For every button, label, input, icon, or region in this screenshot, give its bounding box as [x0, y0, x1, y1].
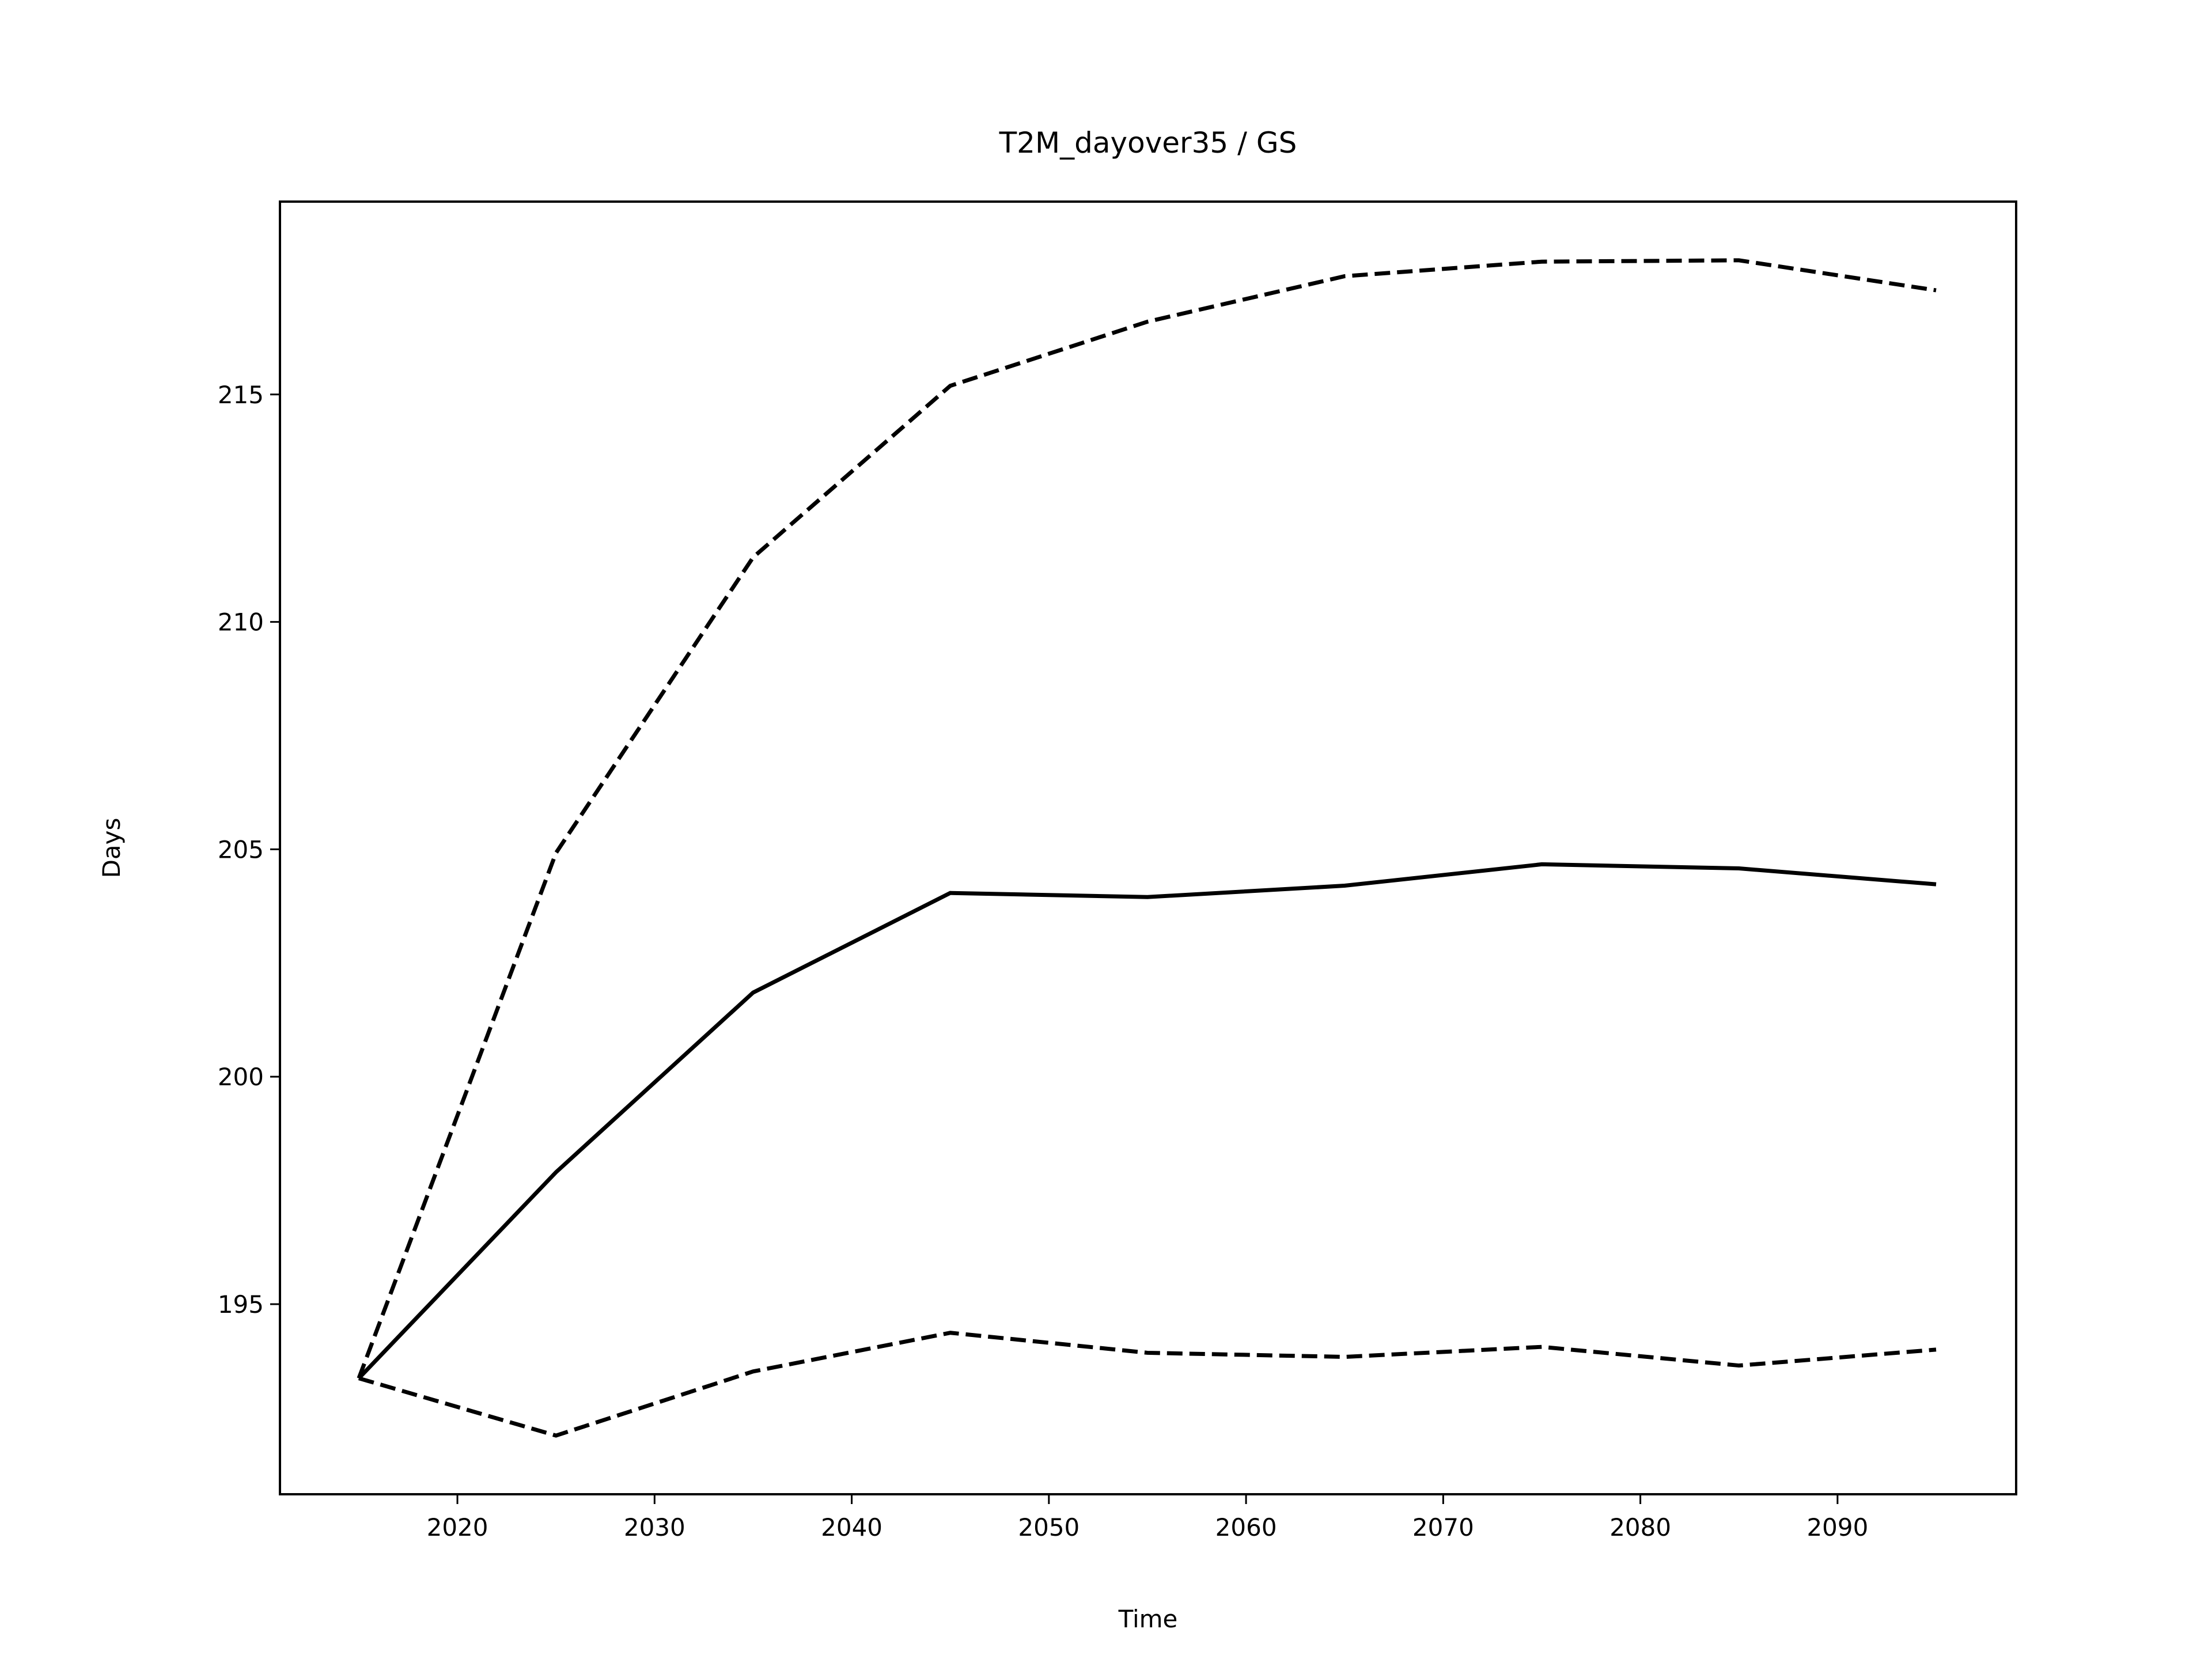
y-axis-label: Days	[97, 818, 126, 878]
x-tick-label: 2060	[1215, 1513, 1277, 1541]
data-line	[357, 862, 1937, 1380]
y-tick-label: 210	[218, 608, 264, 637]
x-tick-label: 2020	[427, 1513, 488, 1541]
x-tick-label: 2090	[1806, 1513, 1868, 1541]
chart-title: T2M_dayover35 / GS	[999, 126, 1297, 160]
x-tick-label: 2080	[1609, 1513, 1671, 1541]
y-tick-label: 200	[218, 1063, 264, 1091]
x-axis-label: Time	[1118, 1605, 1178, 1633]
data-line	[357, 258, 1937, 1379]
x-tick-label: 2050	[1018, 1513, 1080, 1541]
x-tick-label: 2030	[624, 1513, 685, 1541]
y-tick-label: 195	[218, 1290, 264, 1319]
x-tick-label: 2040	[821, 1513, 882, 1541]
plot-frame	[279, 200, 2017, 1495]
y-tick-label: 205	[218, 835, 264, 863]
x-tick-label: 2070	[1412, 1513, 1474, 1541]
y-tick-label: 215	[218, 381, 264, 409]
data-line	[358, 1331, 1937, 1438]
